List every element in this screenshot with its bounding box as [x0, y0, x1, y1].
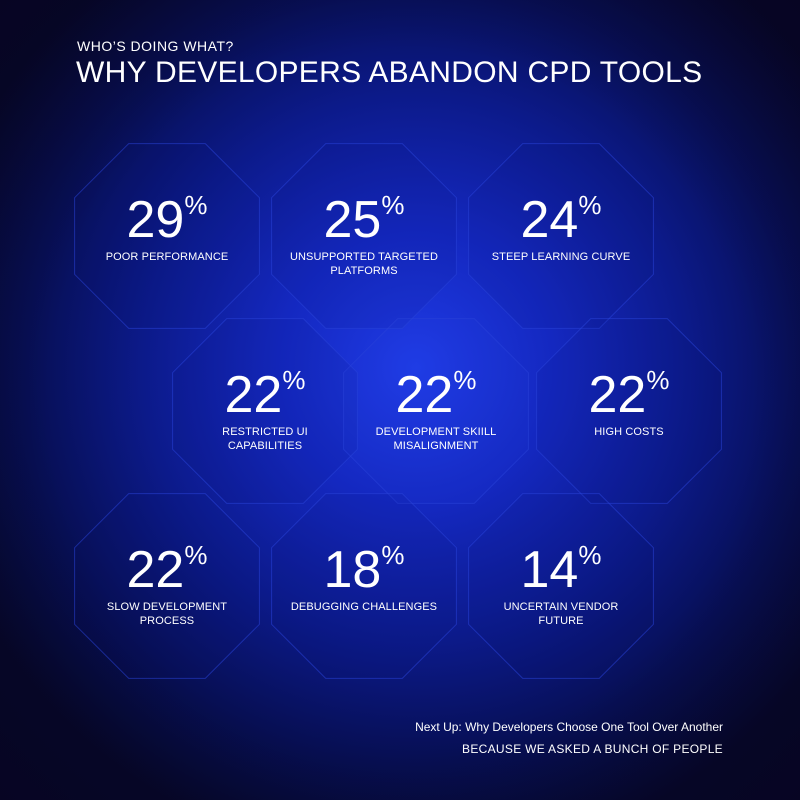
octagon-frame: [271, 143, 457, 329]
stat-number: 22: [126, 541, 185, 599]
octagon-frame: [468, 143, 654, 329]
stat-label: HIGH COSTS: [594, 426, 664, 438]
stat-value: 22%: [180, 366, 350, 424]
stat-unit: %: [381, 540, 405, 570]
stat-item: 22% SLOW DEVELOPMENT PROCESS: [82, 541, 252, 628]
stat-label: UNSUPPORTED TARGETED PLATFORMS: [289, 251, 439, 277]
stat-value: 22%: [544, 366, 714, 424]
footer-tagline: BECAUSE WE ASKED A BUNCH OF PEOPLE: [462, 742, 723, 756]
next-up-text: Next Up: Why Developers Choose One Tool …: [415, 720, 723, 734]
stat-number: 22: [588, 366, 647, 424]
stat-value: 25%: [279, 191, 449, 249]
stat-item: 25% UNSUPPORTED TARGETED PLATFORMS: [279, 191, 449, 278]
stat-item: 24% STEEP LEARNING CURVE: [476, 191, 646, 264]
octagon-frame: [74, 143, 260, 329]
stat-number: 14: [520, 541, 579, 599]
stat-value: 22%: [82, 541, 252, 599]
stat-number: 24: [520, 191, 579, 249]
octagon-frame: [536, 318, 722, 504]
stat-value: 24%: [476, 191, 646, 249]
stat-unit: %: [282, 365, 306, 395]
stat-item: 22% RESTRICTED UI CAPABILITIES: [180, 366, 350, 453]
stat-label: UNCERTAIN VENDOR FUTURE: [503, 601, 619, 627]
stat-item: 14% UNCERTAIN VENDOR FUTURE: [476, 541, 646, 628]
stat-item: 29% POOR PERFORMANCE: [82, 191, 252, 264]
octagon-frame: [343, 318, 529, 504]
octagon-frame: [468, 493, 654, 679]
stat-number: 18: [323, 541, 382, 599]
stat-unit: %: [381, 190, 405, 220]
stat-label: DEVELOPMENT SKIILL MISALIGNMENT: [375, 426, 497, 452]
stat-unit: %: [646, 365, 670, 395]
stat-unit: %: [578, 540, 602, 570]
stat-label: POOR PERFORMANCE: [105, 251, 229, 263]
stat-value: 22%: [351, 366, 521, 424]
stat-value: 29%: [82, 191, 252, 249]
stat-item: 22% HIGH COSTS: [544, 366, 714, 439]
octagon-frame: [172, 318, 358, 504]
stat-label: SLOW DEVELOPMENT PROCESS: [106, 601, 228, 627]
stat-unit: %: [184, 540, 208, 570]
stat-item: 22% DEVELOPMENT SKIILL MISALIGNMENT: [351, 366, 521, 453]
stat-number: 22: [395, 366, 454, 424]
octagon-frame: [271, 493, 457, 679]
stat-value: 14%: [476, 541, 646, 599]
page-subtitle: WHO’S DOING WHAT?: [77, 38, 234, 54]
stat-item: 18% DEBUGGING CHALLENGES: [279, 541, 449, 614]
stat-unit: %: [184, 190, 208, 220]
stat-number: 25: [323, 191, 382, 249]
stat-unit: %: [453, 365, 477, 395]
stat-label: DEBUGGING CHALLENGES: [290, 601, 438, 613]
stat-number: 29: [126, 191, 185, 249]
stat-value: 18%: [279, 541, 449, 599]
stat-label: STEEP LEARNING CURVE: [491, 251, 631, 263]
stat-label: RESTRICTED UI CAPABILITIES: [222, 426, 308, 452]
octagon-frame: [74, 493, 260, 679]
stat-number: 22: [224, 366, 283, 424]
page-title: WHY DEVELOPERS ABANDON CPD TOOLS: [76, 56, 703, 89]
stat-unit: %: [578, 190, 602, 220]
